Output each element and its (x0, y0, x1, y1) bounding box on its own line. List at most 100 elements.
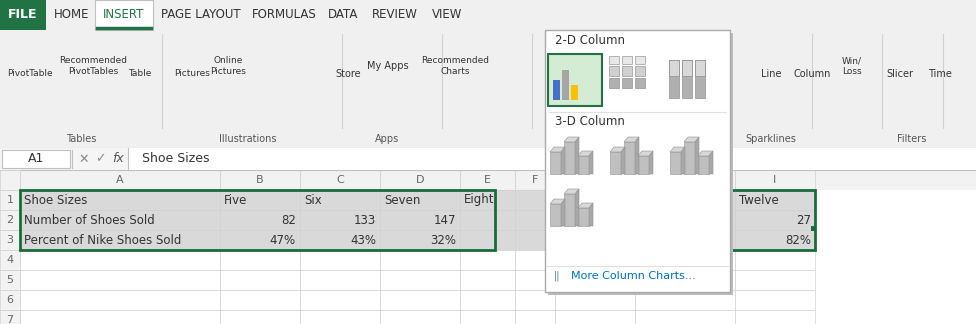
Polygon shape (575, 189, 579, 226)
Bar (20, 190, 495, 250)
Bar (578, 156, 589, 174)
Text: DATA: DATA (328, 8, 358, 21)
Bar (460, 250, 515, 270)
Text: Number of Shoes Sold: Number of Shoes Sold (24, 214, 155, 226)
Polygon shape (698, 151, 713, 156)
Text: ✕: ✕ (79, 153, 89, 166)
Bar (698, 156, 709, 174)
Bar (380, 170, 460, 190)
Polygon shape (564, 137, 579, 142)
Text: Apps: Apps (375, 134, 399, 144)
Bar (380, 250, 460, 270)
Text: fx: fx (112, 153, 124, 166)
Text: Time: Time (928, 69, 952, 79)
Bar (300, 190, 380, 210)
Bar (635, 290, 735, 310)
Text: 2: 2 (7, 215, 14, 225)
Text: 6: 6 (7, 295, 14, 305)
Bar (0, 290, 20, 310)
Text: Eight: Eight (464, 193, 495, 206)
Bar (220, 290, 300, 310)
Bar (635, 66, 645, 76)
Bar (380, 230, 460, 250)
Bar (0, 250, 20, 270)
Bar (0, 310, 20, 324)
Bar (460, 190, 515, 210)
Bar (638, 156, 649, 174)
Bar (735, 230, 815, 250)
Text: 7: 7 (7, 315, 14, 324)
Bar (695, 60, 705, 76)
Bar (735, 170, 815, 190)
Text: B: B (256, 175, 264, 185)
Bar (635, 190, 735, 210)
Bar (20, 290, 220, 310)
Bar (635, 78, 645, 88)
Text: PivotTable: PivotTable (7, 70, 53, 78)
Bar (220, 190, 300, 210)
Bar (20, 230, 220, 250)
Polygon shape (709, 151, 713, 174)
Text: 133: 133 (353, 214, 376, 226)
Bar (0, 0, 976, 148)
Bar (300, 170, 380, 190)
Text: Reports: Reports (612, 134, 650, 144)
Bar (220, 270, 300, 290)
Bar (684, 142, 695, 174)
Text: Illustrations: Illustrations (220, 134, 277, 144)
Polygon shape (550, 199, 565, 204)
Text: 56: 56 (616, 214, 631, 226)
Polygon shape (561, 199, 565, 226)
Bar (460, 210, 515, 230)
Bar (635, 230, 735, 250)
Polygon shape (564, 189, 579, 194)
Bar (0, 148, 976, 170)
Bar (635, 250, 735, 270)
Text: Tables: Tables (65, 134, 97, 144)
Bar (695, 60, 705, 98)
Bar (635, 56, 645, 64)
Text: 2-D Column: 2-D Column (555, 34, 625, 47)
Bar (300, 290, 380, 310)
Bar (0, 190, 20, 210)
Text: Pictures: Pictures (174, 70, 210, 78)
Text: 32%: 32% (430, 234, 456, 247)
Text: F: F (532, 175, 538, 185)
Polygon shape (621, 147, 625, 174)
Bar (555, 210, 635, 230)
Text: Recommended
PivotTables: Recommended PivotTables (59, 56, 127, 76)
Text: E: E (484, 175, 491, 185)
Bar (635, 170, 735, 190)
Bar (95, 0, 153, 30)
Polygon shape (670, 147, 685, 152)
Bar (735, 250, 815, 270)
Text: ✓: ✓ (95, 153, 105, 166)
Bar (300, 250, 380, 270)
Bar (735, 290, 815, 310)
Polygon shape (684, 137, 699, 142)
Bar (380, 270, 460, 290)
Text: FORMULAS: FORMULAS (252, 8, 316, 21)
Bar (515, 310, 555, 324)
Text: 74%: 74% (705, 234, 731, 247)
Bar (2, 150, 70, 168)
Text: Shoe Sizes: Shoe Sizes (24, 193, 88, 206)
Bar (735, 310, 815, 324)
Text: My Apps: My Apps (367, 61, 409, 71)
Text: PAGE LAYOUT: PAGE LAYOUT (161, 8, 240, 21)
Text: FILE: FILE (8, 8, 38, 21)
Bar (515, 210, 555, 230)
Text: 43%: 43% (350, 234, 376, 247)
Bar (20, 270, 220, 290)
Bar (0, 170, 976, 190)
Bar (670, 152, 681, 174)
Text: Recommended
Charts: Recommended Charts (421, 56, 489, 76)
Bar (622, 66, 632, 76)
Text: Five: Five (224, 193, 247, 206)
Bar (460, 230, 515, 250)
Bar (515, 270, 555, 290)
Polygon shape (638, 151, 653, 156)
Text: Table: Table (128, 70, 151, 78)
Text: Twelve: Twelve (739, 193, 779, 206)
Text: I: I (773, 175, 777, 185)
